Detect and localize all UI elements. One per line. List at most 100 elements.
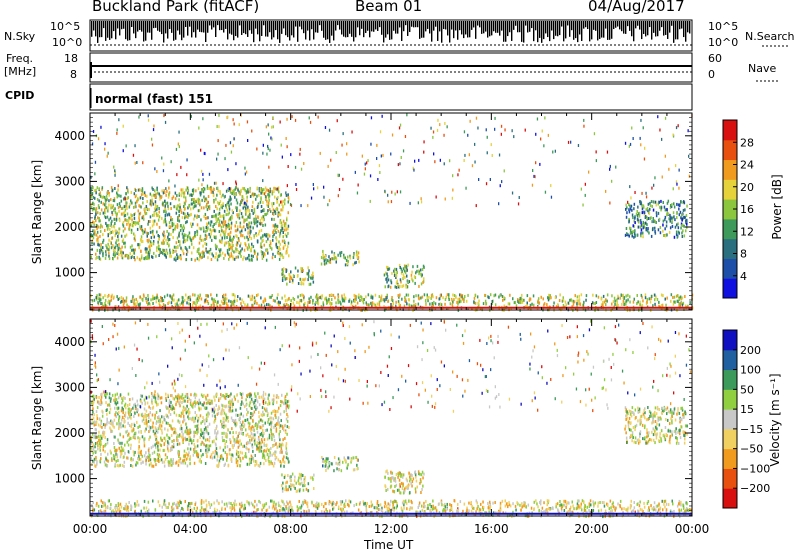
data-cell: [106, 215, 109, 219]
data-cell: [233, 137, 235, 141]
data-cell: [164, 427, 166, 431]
data-cell: [609, 201, 611, 205]
data-cell: [279, 430, 281, 433]
data-cell: [258, 435, 260, 439]
data-cell: [414, 276, 417, 280]
data-cell: [116, 252, 118, 256]
data-cell: [200, 218, 202, 222]
data-cell: [253, 296, 256, 300]
data-cell: [230, 150, 233, 154]
data-cell: [114, 217, 116, 221]
data-cell: [96, 227, 98, 230]
nave-label: Nave: [748, 62, 777, 75]
data-cell: [396, 271, 398, 274]
data-cell: [251, 443, 253, 447]
data-cell: [214, 408, 216, 412]
data-cell: [187, 215, 189, 219]
data-cell: [370, 142, 372, 146]
data-cell: [322, 301, 324, 305]
data-cell: [222, 222, 224, 226]
data-cell: [265, 248, 267, 252]
data-cell: [262, 434, 264, 438]
data-cell: [338, 188, 341, 191]
data-cell: [246, 223, 248, 227]
data-cell: [526, 301, 528, 305]
data-cell: [129, 415, 131, 419]
data-cell: [242, 456, 244, 460]
data-cell: [417, 201, 419, 205]
data-cell: [90, 439, 92, 443]
data-cell: [272, 202, 275, 206]
data-cell: [199, 293, 201, 297]
data-cell: [684, 304, 687, 308]
data-cell: [92, 186, 94, 190]
data-cell: [157, 240, 159, 244]
data-cell: [102, 246, 104, 250]
data-cell: [252, 194, 255, 198]
data-cell: [139, 437, 141, 441]
data-cell: [678, 168, 680, 172]
data-cell: [134, 238, 136, 242]
data-cell: [287, 231, 289, 235]
data-cell: [357, 253, 359, 257]
data-cell: [633, 202, 636, 206]
data-cell: [90, 222, 92, 226]
data-cell: [463, 130, 466, 134]
data-cell: [249, 434, 252, 438]
data-cell: [664, 116, 667, 120]
data-cell: [448, 296, 450, 299]
data-cell: [160, 250, 162, 254]
data-cell: [335, 260, 337, 264]
noise-bar: [421, 21, 423, 38]
data-cell: [111, 212, 114, 216]
data-cell: [559, 293, 561, 297]
data-cell: [681, 217, 683, 221]
data-cell: [160, 438, 163, 442]
data-cell: [100, 246, 102, 249]
data-cell: [247, 190, 249, 194]
data-cell: [156, 170, 158, 173]
data-cell: [276, 208, 279, 211]
data-cell: [235, 198, 238, 202]
data-cell: [164, 120, 167, 124]
data-cell: [152, 294, 154, 298]
data-cell: [282, 219, 285, 223]
noise-bar: [263, 21, 265, 26]
data-cell: [105, 194, 108, 198]
data-cell: [260, 296, 262, 300]
data-cell: [358, 260, 360, 264]
data-cell: [123, 205, 126, 209]
data-cell: [153, 219, 156, 223]
data-cell: [122, 124, 124, 128]
data-cell: [283, 424, 286, 428]
noise-bar: [483, 21, 485, 34]
data-cell: [125, 192, 127, 196]
data-cell: [250, 193, 253, 197]
data-cell: [108, 293, 110, 297]
data-cell: [151, 224, 154, 228]
data-cell: [175, 211, 178, 215]
data-cell: [173, 298, 175, 302]
data-cell: [158, 460, 160, 463]
noise-bar: [425, 21, 427, 32]
data-cell: [267, 397, 269, 401]
data-cell: [312, 183, 314, 186]
data-cell: [387, 193, 389, 197]
noise-bar: [351, 21, 353, 37]
data-cell: [276, 227, 278, 230]
data-cell: [279, 242, 281, 246]
data-cell: [237, 413, 239, 417]
noise-bar: [443, 21, 445, 30]
data-cell: [163, 231, 165, 235]
data-cell: [393, 271, 396, 275]
data-cell: [106, 223, 108, 227]
data-cell: [221, 425, 223, 429]
data-cell: [233, 257, 236, 261]
data-cell: [451, 298, 453, 302]
data-cell: [215, 235, 217, 239]
noise-bar: [103, 21, 105, 29]
data-cell: [268, 295, 271, 299]
data-cell: [206, 228, 208, 232]
data-cell: [174, 302, 177, 306]
data-cell: [146, 257, 148, 260]
